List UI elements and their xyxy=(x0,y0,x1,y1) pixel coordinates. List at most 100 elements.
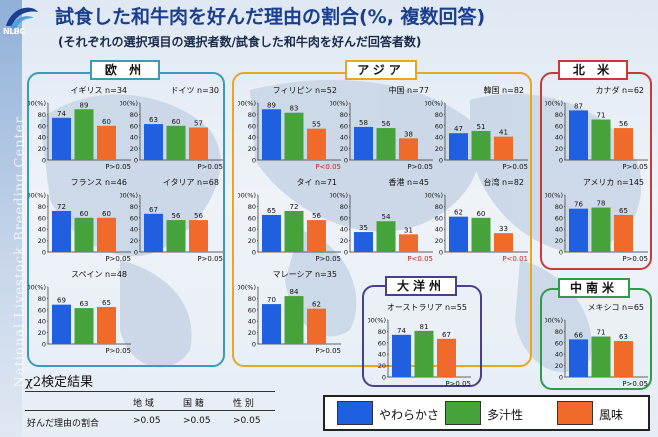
y-tick-label: 80 xyxy=(435,203,443,211)
p-value-label: P<0.05 xyxy=(315,163,341,171)
y-tick-label: 60 xyxy=(555,339,563,347)
bar-value-label: 60 xyxy=(477,210,486,218)
y-tick-label: 20 xyxy=(130,145,138,153)
bar-juiciness xyxy=(74,109,94,160)
p-value-label: P>0.05 xyxy=(622,163,648,171)
y-tick-label: 100(%) xyxy=(28,284,46,292)
bar-value-label: 54 xyxy=(382,213,391,221)
bar-value-label: 56 xyxy=(172,212,181,220)
bar-value-label: 62 xyxy=(312,301,321,309)
country-label: ドイツ n=30 xyxy=(170,86,220,95)
y-tick-label: 80 xyxy=(248,203,256,211)
y-tick-label: 0 xyxy=(559,374,563,382)
bar-value-label: 89 xyxy=(80,101,89,109)
bar-value-label: 87 xyxy=(574,102,583,110)
bar-flavor xyxy=(307,128,326,160)
bar-value-label: 72 xyxy=(57,203,66,211)
bar-softness xyxy=(392,334,411,377)
bar-softness xyxy=(449,133,468,160)
bar-chart-svg: 100(%) 80 60 40 20 0 69 63 65 xyxy=(28,284,131,349)
bar-juiciness xyxy=(591,336,611,377)
bar-value-label: 67 xyxy=(149,206,158,214)
chart-panel-philippines: 100(%) 80 60 40 20 0 89 83 55 フィリピン n=52 P<0.05 xyxy=(238,85,343,173)
p-value-label: P>0.05 xyxy=(197,255,223,263)
y-tick-label: 80 xyxy=(130,111,138,119)
y-tick-label: 60 xyxy=(130,122,138,130)
y-tick-label: 100(%) xyxy=(120,192,138,200)
chart-panel-china: 100(%) 80 60 40 20 0 58 56 38 中国 n=77 P>0.05 xyxy=(330,85,435,173)
y-tick-label: 60 xyxy=(38,306,46,314)
bar-value-label: 72 xyxy=(290,203,299,211)
y-tick-label: 80 xyxy=(378,328,386,336)
bar-value-label: 38 xyxy=(404,130,413,138)
bar-value-label: 71 xyxy=(597,112,606,120)
chart-panel-hongkong: 100(%) 80 60 40 20 0 35 54 31 香港 n=45 P<0.05 xyxy=(330,177,435,265)
bar-juiciness xyxy=(284,210,304,252)
region-oceania-label: 大洋州 xyxy=(385,276,457,296)
bar-chart-svg: 100(%) 80 60 40 20 0 62 60 33 xyxy=(425,192,528,257)
country-label: タイ n=71 xyxy=(296,178,338,187)
bar-chart-svg: 100(%) 80 60 40 20 0 87 71 56 xyxy=(545,100,648,165)
bar-softness xyxy=(354,126,373,160)
y-tick-label: 80 xyxy=(555,328,563,336)
y-tick-label: 20 xyxy=(435,145,443,153)
bar-chart-svg: 100(%) 80 60 40 20 0 63 60 57 xyxy=(120,100,223,165)
chart-panel-germany: 100(%) 80 60 40 20 0 63 60 57 ドイツ n=30 P>0.05 xyxy=(120,85,225,173)
bar-value-label: 71 xyxy=(597,329,606,337)
bar-value-label: 76 xyxy=(574,201,583,209)
y-tick-label: 0 xyxy=(42,341,46,349)
bar-value-label: 56 xyxy=(312,212,321,220)
bar-value-label: 31 xyxy=(404,226,413,234)
bar-chart-svg: 100(%) 80 60 40 20 0 74 89 60 xyxy=(28,100,131,165)
bar-softness xyxy=(262,109,281,160)
p-value-label: P>0.05 xyxy=(315,255,341,263)
bar-softness xyxy=(262,214,281,252)
y-tick-label: 60 xyxy=(435,122,443,130)
bar-flavor xyxy=(97,125,116,160)
p-value-label: P<0.01 xyxy=(502,255,528,263)
y-tick-label: 0 xyxy=(252,341,256,349)
bar-value-label: 51 xyxy=(477,123,486,131)
bar-value-label: 56 xyxy=(619,120,628,128)
region-asia-label: アジア xyxy=(345,60,417,80)
bar-juiciness xyxy=(471,130,491,160)
y-tick-label: 60 xyxy=(38,122,46,130)
y-tick-label: 80 xyxy=(435,111,443,119)
y-tick-label: 20 xyxy=(435,237,443,245)
bar-softness xyxy=(52,304,71,344)
y-tick-label: 20 xyxy=(130,237,138,245)
p-value-label: P>0.05 xyxy=(622,380,648,388)
y-tick-label: 60 xyxy=(340,122,348,130)
bar-chart-svg: 100(%) 80 60 40 20 0 72 60 60 xyxy=(28,192,131,257)
chi-col-region: 地 域 xyxy=(133,399,154,409)
chi-col-sex: 性 別 xyxy=(233,399,254,409)
country-label: マレーシア n=35 xyxy=(272,270,337,279)
y-tick-label: 100(%) xyxy=(425,192,443,200)
country-label: フィリピン n=52 xyxy=(272,86,337,95)
y-tick-label: 80 xyxy=(340,111,348,119)
bar-flavor xyxy=(614,128,633,160)
bar-flavor xyxy=(437,338,456,377)
y-tick-label: 80 xyxy=(38,111,46,119)
p-value-label: P>0.05 xyxy=(105,347,131,355)
y-tick-label: 100(%) xyxy=(368,317,386,325)
bar-value-label: 35 xyxy=(359,224,368,232)
y-tick-label: 20 xyxy=(38,237,46,245)
country-label: 韓国 n=82 xyxy=(483,86,525,95)
y-tick-label: 20 xyxy=(248,145,256,153)
y-tick-label: 20 xyxy=(378,362,386,370)
y-tick-label: 60 xyxy=(555,122,563,130)
y-tick-label: 0 xyxy=(344,157,348,165)
chi-square-title: χ2検定結果 xyxy=(25,375,94,390)
y-tick-label: 100(%) xyxy=(238,192,256,200)
bar-chart-svg: 100(%) 80 60 40 20 0 74 81 67 xyxy=(368,317,471,382)
chart-panel-korea: 100(%) 80 60 40 20 0 47 51 41 韓国 n=82 P>0.05 xyxy=(425,85,530,173)
y-tick-label: 60 xyxy=(248,306,256,314)
chi-row-label: 好んだ理由の割合 xyxy=(27,419,100,429)
region-namerica-label: 北 米 xyxy=(558,60,628,80)
y-tick-label: 100(%) xyxy=(238,100,256,108)
country-label: フランス n=46 xyxy=(70,178,127,187)
bar-value-label: 89 xyxy=(267,101,276,109)
bar-chart-svg: 100(%) 80 60 40 20 0 76 78 65 xyxy=(545,192,648,257)
bar-value-label: 56 xyxy=(382,120,391,128)
